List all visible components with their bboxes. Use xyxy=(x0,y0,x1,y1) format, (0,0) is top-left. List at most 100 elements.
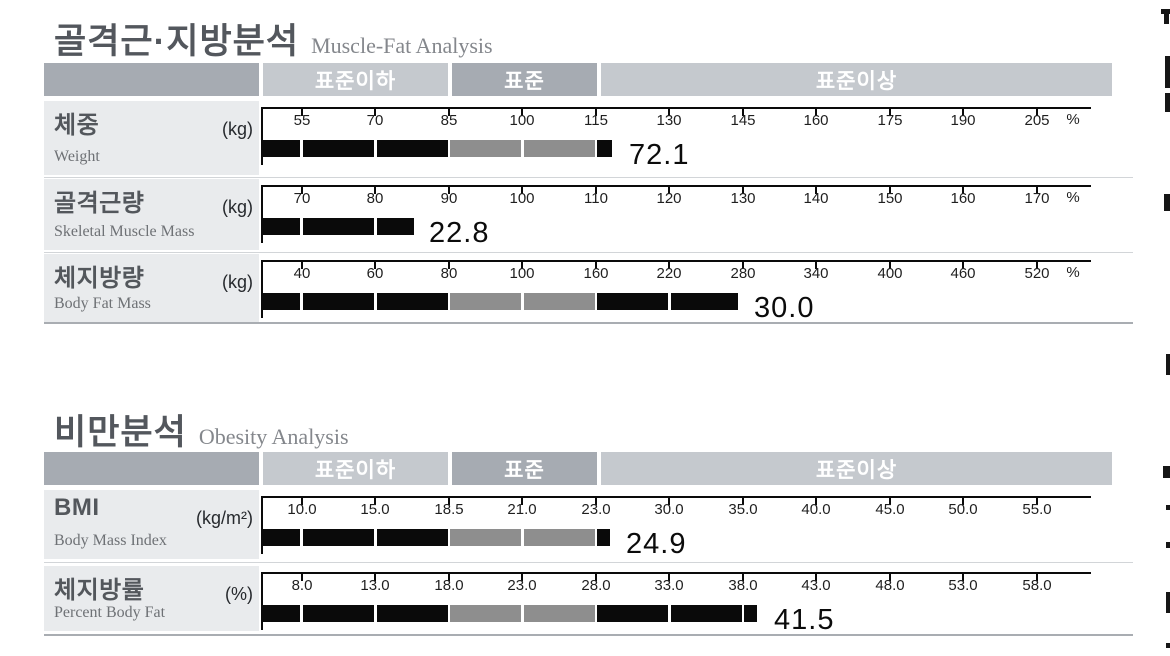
tick-label: 110 xyxy=(584,190,608,207)
tick-mark xyxy=(668,260,670,269)
bar-segment-standard xyxy=(524,293,595,310)
tick-mark xyxy=(889,496,891,505)
tick-label: 48.0 xyxy=(875,577,905,594)
tick-label: 18.5 xyxy=(434,501,464,518)
tick-label: 43.0 xyxy=(801,577,831,594)
tick-label: 38.0 xyxy=(728,577,758,594)
tick-label: 130 xyxy=(730,190,756,207)
header-band-standard: 표준 xyxy=(452,63,597,96)
tick-label: 170 xyxy=(1024,190,1050,207)
tick-label: 190 xyxy=(950,112,976,129)
bar-segment xyxy=(597,140,612,157)
tick-label: 55 xyxy=(293,112,311,129)
section-title-muscle-fat: 골격근·지방분석 Muscle-Fat Analysis xyxy=(54,13,493,64)
tick-label: 10.0 xyxy=(287,501,317,518)
bar-segment xyxy=(303,529,374,546)
tick-mark xyxy=(301,260,303,269)
tick-mark xyxy=(1036,107,1038,116)
bar-segment xyxy=(377,605,448,622)
tick-mark xyxy=(962,185,964,194)
tick-mark xyxy=(448,107,450,116)
tick-label: 53.0 xyxy=(948,577,978,594)
header-band-below-standard: 표준이하 xyxy=(263,452,448,485)
bar-segment xyxy=(303,218,374,235)
tick-mark xyxy=(448,496,450,505)
row-chart: 10.0 15.0 18.5 21.0 23.0 30.0 35.0 40.0 45.0 50.0… xyxy=(261,490,1091,571)
row-label-english: Weight xyxy=(54,148,100,165)
tick-label: 175 xyxy=(877,112,903,129)
bar-segment xyxy=(263,529,300,546)
row-label-korean: 체중 xyxy=(54,112,100,139)
tick-label: 145 xyxy=(730,112,756,129)
bar-segment xyxy=(744,605,757,622)
tick-label: 460 xyxy=(950,265,976,282)
tick-label: 21.0 xyxy=(507,501,537,518)
tick-mark xyxy=(889,572,891,581)
row-label-english: Skeletal Muscle Mass xyxy=(54,223,195,240)
tick-mark xyxy=(742,572,744,581)
tick-label: 100 xyxy=(509,190,535,207)
edge-fragment xyxy=(1165,56,1170,88)
tick-label: 23.0 xyxy=(507,577,537,594)
tick-label: 80 xyxy=(440,265,458,282)
row-label-cell: BMI (kg/m²) Body Mass Index xyxy=(44,490,259,559)
tick-label: 40.0 xyxy=(801,501,831,518)
tick-mark xyxy=(301,107,303,116)
row-label-cell: 체중 (kg) Weight xyxy=(44,101,259,175)
row-unit: (kg) xyxy=(222,272,253,292)
tick-mark xyxy=(374,107,376,116)
tick-mark xyxy=(742,260,744,269)
tick-label: 100 xyxy=(509,112,535,129)
row-unit: (kg) xyxy=(222,119,253,139)
tick-mark xyxy=(374,572,376,581)
bar-segment-standard xyxy=(450,293,521,310)
bar-segment xyxy=(263,605,300,622)
tick-mark xyxy=(1036,496,1038,505)
row-chart: 70 80 90 100 110 120 130 140 150 160 170% 22.8 xyxy=(261,179,1091,262)
edge-fragment xyxy=(1166,643,1170,648)
tick-label: 70 xyxy=(293,190,311,207)
tick-mark xyxy=(668,185,670,194)
tick-mark xyxy=(448,185,450,194)
row-label-korean: 체지방률 xyxy=(54,577,145,604)
row-separator xyxy=(44,177,1133,178)
tick-label: 160 xyxy=(950,190,976,207)
axis-percent-label: % xyxy=(1066,264,1080,281)
tick-label: 85 xyxy=(440,112,458,129)
axis-line xyxy=(261,107,1091,109)
tick-mark xyxy=(962,496,964,505)
tick-mark xyxy=(301,185,303,194)
row-label-english: Body Fat Mass xyxy=(54,295,151,312)
bar-segment xyxy=(263,140,300,157)
tick-label: 18.0 xyxy=(434,577,464,594)
tick-mark xyxy=(815,107,817,116)
axis-line xyxy=(261,260,1091,262)
row-label-cell: 체지방량 (kg) Body Fat Mass xyxy=(44,254,259,322)
bar-segment xyxy=(377,140,448,157)
tick-mark xyxy=(815,185,817,194)
tick-mark xyxy=(301,496,303,505)
row-unit: (kg) xyxy=(222,197,253,217)
row-label-cell: 체지방률 (%) Percent Body Fat xyxy=(44,566,259,631)
tick-label: 13.0 xyxy=(360,577,390,594)
edge-fragment xyxy=(1166,592,1170,613)
axis-origin-line xyxy=(261,260,263,318)
row-chart: 55 70 85 100 115 130 145 160 175 190 205% 72.1 xyxy=(261,101,1091,187)
tick-mark xyxy=(742,107,744,116)
row-label-english: Percent Body Fat xyxy=(54,604,166,621)
tick-mark xyxy=(889,185,891,194)
header-row-spacer xyxy=(44,452,259,485)
value-label: 72.1 xyxy=(629,139,690,171)
tick-mark xyxy=(815,572,817,581)
bar-segment xyxy=(597,605,668,622)
bar-segment xyxy=(303,293,374,310)
tick-label: 50.0 xyxy=(948,501,978,518)
row-separator xyxy=(44,562,1133,563)
section-title-english: Obesity Analysis xyxy=(198,424,349,449)
tick-mark xyxy=(595,572,597,581)
row-chart: 40 60 80 100 160 220 280 340 400 460 520% 30.0 xyxy=(261,254,1091,334)
section-title-korean: 골격근·지방분석 xyxy=(54,22,300,61)
header-row-spacer xyxy=(44,63,259,96)
value-label: 30.0 xyxy=(754,292,815,324)
